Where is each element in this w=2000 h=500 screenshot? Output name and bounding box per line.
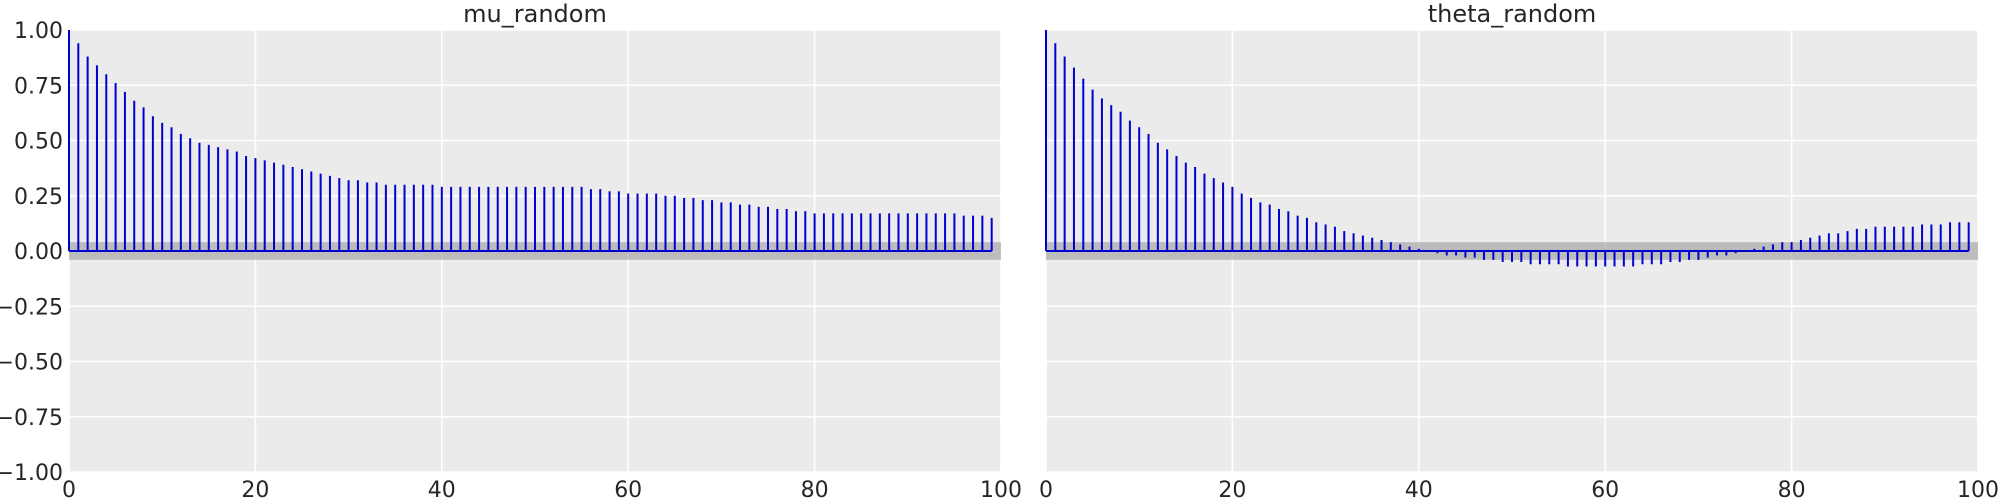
y-tick-label: −0.25 xyxy=(0,295,63,320)
x-tick-label: 100 xyxy=(980,478,1022,500)
theta-random-panel: theta_random 0 20 40 60 80 100 xyxy=(1039,0,1999,500)
y-tick-label: −1.00 xyxy=(0,461,63,486)
y-tick-label: −0.75 xyxy=(0,406,63,431)
chart-title: mu_random xyxy=(463,0,607,28)
y-tick-label: 1.00 xyxy=(14,19,63,44)
x-tick-label: 60 xyxy=(1591,478,1619,500)
chart-title: theta_random xyxy=(1428,0,1597,28)
y-tick-label: 0.50 xyxy=(14,130,63,155)
y-tick-label: 0.75 xyxy=(14,74,63,99)
x-tick-label: 100 xyxy=(1957,478,1999,500)
x-tick-label: 40 xyxy=(1405,478,1433,500)
x-tick-label: 60 xyxy=(614,478,642,500)
x-tick-label: 0 xyxy=(62,478,76,500)
x-tick-label: 80 xyxy=(801,478,829,500)
y-tick-label: 0.00 xyxy=(14,240,63,265)
x-tick-label: 80 xyxy=(1778,478,1806,500)
mu-random-panel: mu_random 0 20 40 60 80 100 1.00 0.75 0.50 0.25 0.0… xyxy=(0,0,1022,500)
x-tick-label: 40 xyxy=(428,478,456,500)
x-tick-label: 20 xyxy=(241,478,269,500)
x-tick-label: 20 xyxy=(1218,478,1246,500)
y-tick-label: −0.50 xyxy=(0,351,63,376)
y-tick-label: 0.25 xyxy=(14,185,63,210)
x-tick-label: 0 xyxy=(1039,478,1053,500)
